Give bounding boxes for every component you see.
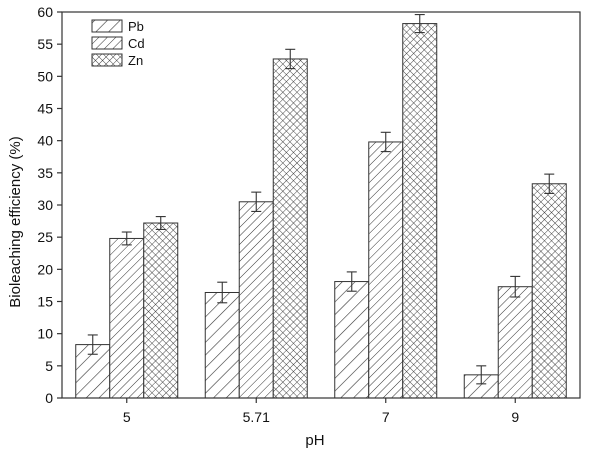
y-tick-label: 40 [37, 133, 53, 149]
bar-cd-5 [109, 237, 145, 399]
error-bar [155, 216, 166, 230]
y-tick-label: 20 [37, 261, 53, 277]
legend-label-pb: Pb [128, 19, 144, 34]
y-axis: 0 5 10 15 20 25 30 35 40 45 50 55 60 [37, 4, 62, 406]
y-tick-label: 60 [37, 4, 53, 20]
bar-zn-9 [531, 183, 567, 399]
legend: Pb Cd Zn [91, 19, 145, 68]
bar-cd-9 [497, 286, 533, 399]
bar-pb-7 [334, 281, 370, 399]
x-axis-label: pH [305, 432, 324, 449]
error-bars-layer [87, 14, 555, 385]
y-tick-label: 5 [45, 358, 53, 374]
y-tick-label: 10 [37, 326, 53, 342]
bar-zn-5_71 [272, 58, 308, 399]
error-bar [346, 271, 357, 292]
y-tick-label: 15 [37, 294, 53, 310]
error-bar [251, 191, 262, 212]
x-tick-label: 7 [382, 409, 390, 425]
x-tick-label: 9 [511, 409, 519, 425]
legend-label-zn: Zn [128, 53, 143, 68]
error-bar [476, 365, 487, 385]
error-bar [380, 131, 391, 153]
bar-pb-5_71 [204, 291, 240, 399]
y-tick-label: 25 [37, 229, 53, 245]
bar-zn-5 [143, 222, 179, 399]
bar-cd-7 [368, 141, 404, 399]
y-tick-label: 0 [45, 390, 53, 406]
y-axis-label: Bioleaching efficiency (%) [7, 136, 24, 307]
error-bar [87, 334, 98, 355]
legend-swatch-pb [91, 19, 123, 33]
legend-label-cd: Cd [128, 36, 145, 51]
x-tick-label: 5.71 [243, 409, 270, 425]
bar-zn-7 [402, 23, 438, 399]
legend-swatch-zn [91, 53, 123, 67]
bars-layer [75, 23, 567, 399]
error-bar [285, 48, 296, 70]
error-bar [121, 231, 132, 246]
y-tick-label: 45 [37, 101, 53, 117]
error-bar [544, 173, 555, 194]
y-tick-label: 55 [37, 36, 53, 52]
legend-swatch-cd [91, 36, 123, 50]
error-bar [414, 14, 425, 34]
y-tick-label: 35 [37, 165, 53, 181]
error-bar [510, 275, 521, 298]
x-tick-label: 5 [123, 409, 131, 425]
bar-cd-5_71 [238, 201, 274, 399]
y-tick-label: 50 [37, 68, 53, 84]
x-axis: 5 5.71 7 9 [123, 398, 519, 425]
y-tick-label: 30 [37, 197, 53, 213]
error-bar [217, 281, 228, 304]
